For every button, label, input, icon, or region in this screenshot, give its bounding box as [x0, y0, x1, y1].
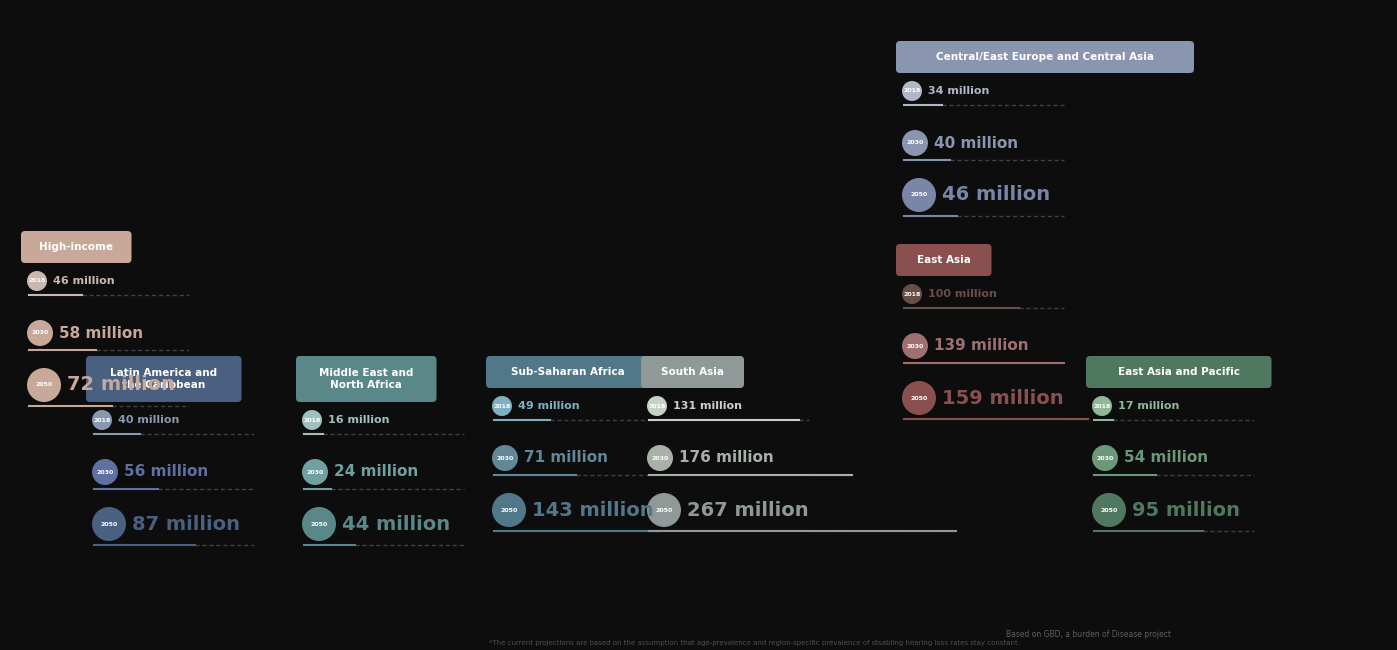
Text: 2030: 2030 [306, 469, 324, 474]
Text: 2030: 2030 [907, 140, 923, 146]
Circle shape [1092, 396, 1112, 416]
Text: 2030: 2030 [96, 469, 113, 474]
Text: 58 million: 58 million [59, 326, 142, 341]
FancyBboxPatch shape [895, 41, 1194, 73]
Circle shape [92, 459, 117, 485]
Circle shape [492, 493, 527, 527]
Circle shape [27, 368, 61, 402]
Text: 2018: 2018 [303, 417, 321, 422]
Text: 2050: 2050 [35, 382, 53, 387]
Text: 2018: 2018 [1094, 404, 1111, 408]
Text: 143 million: 143 million [532, 500, 654, 519]
Text: 2030: 2030 [651, 456, 669, 460]
Text: 34 million: 34 million [928, 86, 989, 96]
Circle shape [647, 493, 680, 527]
Text: 71 million: 71 million [524, 450, 608, 465]
Text: 24 million: 24 million [334, 465, 418, 480]
Text: 46 million: 46 million [53, 276, 115, 286]
Text: 2018: 2018 [648, 404, 666, 408]
Text: 16 million: 16 million [328, 415, 390, 425]
Circle shape [492, 445, 518, 471]
Circle shape [1092, 445, 1118, 471]
Text: 2018: 2018 [28, 278, 46, 283]
Text: *The current projections are based on the assumption that age-prevalence and reg: *The current projections are based on th… [489, 640, 1020, 646]
Text: 100 million: 100 million [928, 289, 997, 299]
Text: 40 million: 40 million [935, 135, 1018, 151]
FancyBboxPatch shape [21, 231, 131, 263]
Text: 267 million: 267 million [687, 500, 809, 519]
Circle shape [647, 445, 673, 471]
FancyBboxPatch shape [895, 244, 992, 276]
Circle shape [902, 81, 922, 101]
Circle shape [902, 333, 928, 359]
FancyBboxPatch shape [296, 356, 436, 402]
Text: 49 million: 49 million [518, 401, 580, 411]
Circle shape [902, 381, 936, 415]
Text: South Asia: South Asia [661, 367, 724, 377]
Text: 2018: 2018 [493, 404, 511, 408]
Text: Central/East Europe and Central Asia: Central/East Europe and Central Asia [936, 52, 1154, 62]
Text: High-income: High-income [39, 242, 113, 252]
Text: 40 million: 40 million [117, 415, 179, 425]
Circle shape [302, 507, 337, 541]
Text: 2030: 2030 [907, 343, 923, 348]
Text: 46 million: 46 million [942, 185, 1051, 205]
Text: Middle East and
North Africa: Middle East and North Africa [319, 368, 414, 390]
Text: 2050: 2050 [911, 395, 928, 400]
Text: 87 million: 87 million [131, 515, 240, 534]
Text: 131 million: 131 million [673, 401, 742, 411]
Text: East Asia and Pacific: East Asia and Pacific [1118, 367, 1239, 377]
Text: 2050: 2050 [655, 508, 672, 512]
Text: 2030: 2030 [31, 330, 49, 335]
Circle shape [27, 271, 47, 291]
Text: Sub-Saharan Africa: Sub-Saharan Africa [511, 367, 624, 377]
Text: Based on GBD, a burden of Disease project: Based on GBD, a burden of Disease projec… [1006, 630, 1171, 639]
Circle shape [492, 396, 511, 416]
Text: 54 million: 54 million [1125, 450, 1208, 465]
Text: 2050: 2050 [101, 521, 117, 527]
Circle shape [302, 459, 328, 485]
Text: 2050: 2050 [1101, 508, 1118, 512]
Circle shape [302, 410, 321, 430]
FancyBboxPatch shape [87, 356, 242, 402]
Text: 2018: 2018 [94, 417, 110, 422]
Text: 2050: 2050 [500, 508, 518, 512]
Text: 17 million: 17 million [1118, 401, 1179, 411]
Circle shape [1092, 493, 1126, 527]
Text: 2030: 2030 [1097, 456, 1113, 460]
Text: 2018: 2018 [904, 291, 921, 296]
Text: 139 million: 139 million [935, 339, 1028, 354]
Text: 56 million: 56 million [124, 465, 208, 480]
Circle shape [647, 396, 666, 416]
Text: East Asia: East Asia [916, 255, 971, 265]
Circle shape [902, 284, 922, 304]
Text: 2050: 2050 [911, 192, 928, 198]
FancyBboxPatch shape [641, 356, 745, 388]
Text: Latin America and
the Caribbean: Latin America and the Caribbean [110, 368, 218, 390]
Text: 2050: 2050 [310, 521, 328, 527]
Circle shape [27, 320, 53, 346]
Text: 159 million: 159 million [942, 389, 1063, 408]
Text: 2018: 2018 [904, 88, 921, 94]
Text: 44 million: 44 million [342, 515, 450, 534]
Text: 95 million: 95 million [1132, 500, 1241, 519]
Circle shape [902, 178, 936, 212]
Circle shape [92, 507, 126, 541]
Circle shape [902, 130, 928, 156]
FancyBboxPatch shape [486, 356, 650, 388]
Circle shape [92, 410, 112, 430]
FancyBboxPatch shape [1085, 356, 1271, 388]
Text: 176 million: 176 million [679, 450, 774, 465]
Text: 72 million: 72 million [67, 376, 175, 395]
Text: 2030: 2030 [496, 456, 514, 460]
